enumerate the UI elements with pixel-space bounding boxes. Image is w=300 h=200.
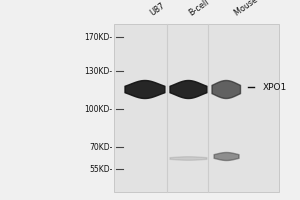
- Text: 130KD-: 130KD-: [84, 66, 112, 75]
- Text: Mouse liver: Mouse liver: [232, 0, 275, 18]
- Text: 100KD-: 100KD-: [84, 104, 112, 114]
- Text: 170KD-: 170KD-: [84, 32, 112, 42]
- Text: U87: U87: [148, 1, 167, 18]
- Text: B-cell: B-cell: [188, 0, 211, 18]
- Text: 55KD-: 55KD-: [89, 164, 112, 173]
- Text: XPO1: XPO1: [262, 83, 286, 92]
- Bar: [114, 24, 279, 192]
- Text: 70KD-: 70KD-: [89, 142, 112, 152]
